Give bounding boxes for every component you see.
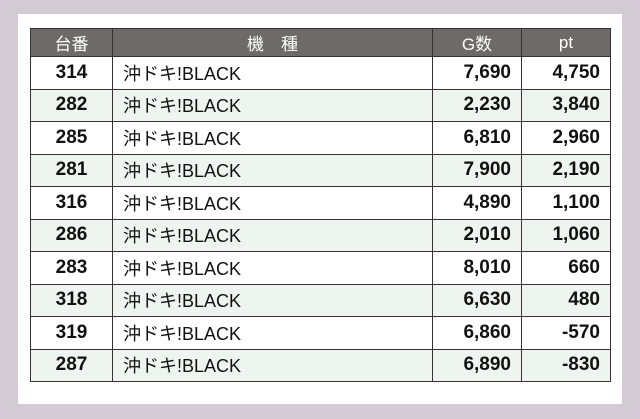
model-cell: 沖ドキ!BLACK <box>112 251 433 285</box>
header-model: 機 種 <box>112 28 433 57</box>
games-cell: 4,890 <box>432 186 522 220</box>
games-cell: 7,900 <box>432 153 522 187</box>
points-cell: 2,960 <box>521 121 611 155</box>
model-cell: 沖ドキ!BLACK <box>112 121 433 155</box>
model-cell: 沖ドキ!BLACK <box>112 348 433 382</box>
table-row: 286 沖ドキ!BLACK 2,010 1,060 <box>30 218 611 252</box>
points-cell: 660 <box>521 251 611 285</box>
games-cell: 2,010 <box>432 218 522 252</box>
table-row: 319 沖ドキ!BLACK 6,860 -570 <box>30 316 611 350</box>
model-cell: 沖ドキ!BLACK <box>112 153 433 187</box>
machine-number-cell: 285 <box>30 121 113 155</box>
model-cell: 沖ドキ!BLACK <box>112 283 433 317</box>
machine-number-cell: 286 <box>30 218 113 252</box>
header-games: G数 <box>432 28 522 57</box>
machine-number-cell: 318 <box>30 283 113 317</box>
table-row: 287 沖ドキ!BLACK 6,890 -830 <box>30 348 611 382</box>
machine-number-cell: 287 <box>30 348 113 382</box>
points-cell: 4,750 <box>521 56 611 90</box>
points-cell: 3,840 <box>521 88 611 122</box>
games-cell: 2,230 <box>432 88 522 122</box>
machine-number-cell: 319 <box>30 316 113 350</box>
table-row: 318 沖ドキ!BLACK 6,630 480 <box>30 283 611 317</box>
points-cell: -570 <box>521 316 611 350</box>
games-cell: 6,890 <box>432 348 522 382</box>
machine-number-cell: 316 <box>30 186 113 220</box>
games-cell: 6,810 <box>432 121 522 155</box>
machine-number-cell: 282 <box>30 88 113 122</box>
table-header: 台番 機 種 G数 pt <box>30 28 611 57</box>
table-row: 282 沖ドキ!BLACK 2,230 3,840 <box>30 88 611 122</box>
points-cell: 1,060 <box>521 218 611 252</box>
table-row: 285 沖ドキ!BLACK 6,810 2,960 <box>30 121 611 155</box>
points-cell: -830 <box>521 348 611 382</box>
header-machine-number: 台番 <box>30 28 113 57</box>
table-row: 283 沖ドキ!BLACK 8,010 660 <box>30 251 611 285</box>
machine-number-cell: 314 <box>30 56 113 90</box>
points-cell: 480 <box>521 283 611 317</box>
points-cell: 1,100 <box>521 186 611 220</box>
model-cell: 沖ドキ!BLACK <box>112 88 433 122</box>
results-table: 台番 機 種 G数 pt 314 沖ドキ!BLACK 7,690 4,750 282 沖ド… <box>30 28 611 382</box>
points-cell: 2,190 <box>521 153 611 187</box>
games-cell: 6,860 <box>432 316 522 350</box>
table-row: 281 沖ドキ!BLACK 7,900 2,190 <box>30 153 611 187</box>
games-cell: 6,630 <box>432 283 522 317</box>
model-cell: 沖ドキ!BLACK <box>112 218 433 252</box>
games-cell: 8,010 <box>432 251 522 285</box>
machine-number-cell: 283 <box>30 251 113 285</box>
table-row: 314 沖ドキ!BLACK 7,690 4,750 <box>30 56 611 90</box>
games-cell: 7,690 <box>432 56 522 90</box>
header-points: pt <box>521 28 611 57</box>
model-cell: 沖ドキ!BLACK <box>112 316 433 350</box>
machine-number-cell: 281 <box>30 153 113 187</box>
table-row: 316 沖ドキ!BLACK 4,890 1,100 <box>30 186 611 220</box>
model-cell: 沖ドキ!BLACK <box>112 56 433 90</box>
model-cell: 沖ドキ!BLACK <box>112 186 433 220</box>
